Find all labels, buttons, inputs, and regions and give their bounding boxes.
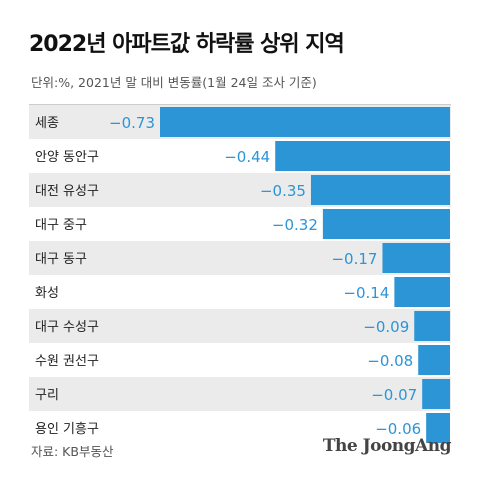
value-label: −0.09 — [363, 318, 409, 336]
category-label: 화성 — [35, 286, 59, 301]
bar — [414, 311, 450, 341]
value-label: −0.44 — [224, 148, 270, 166]
row-background — [29, 343, 451, 377]
category-label: 안양 동안구 — [35, 150, 99, 165]
value-label: −0.17 — [331, 250, 377, 268]
bar — [160, 107, 450, 137]
bar — [418, 345, 450, 375]
brand-logo: The JoongAng — [322, 436, 452, 456]
value-label: −0.08 — [367, 352, 413, 370]
row-background — [29, 241, 451, 275]
category-label: 용인 기흥구 — [35, 422, 99, 437]
row-background — [29, 309, 451, 343]
category-label: 대구 중구 — [35, 218, 87, 233]
value-label: −0.32 — [272, 216, 318, 234]
category-label: 세종 — [35, 116, 59, 131]
category-label: 대구 수성구 — [35, 320, 99, 335]
row-background — [29, 411, 451, 445]
row-background — [29, 377, 451, 411]
bar — [275, 141, 450, 171]
bar — [394, 277, 450, 307]
chart-title: 2022년 아파트값 하락률 상위 지역 — [29, 32, 345, 57]
bar — [382, 243, 450, 273]
category-label: 구리 — [35, 388, 59, 403]
value-label: −0.07 — [371, 386, 417, 404]
value-label: −0.14 — [343, 284, 389, 302]
bar — [426, 413, 450, 443]
value-label: −0.73 — [109, 114, 155, 132]
chart-subtitle: 단위:%, 2021년 말 대비 변동률(1월 24일 조사 기준) — [31, 75, 317, 90]
category-label: 수원 권선구 — [35, 354, 99, 369]
row-background — [29, 275, 451, 309]
bar — [322, 209, 450, 239]
bar — [310, 175, 450, 205]
category-label: 대구 동구 — [35, 252, 87, 267]
bar — [422, 379, 450, 409]
value-label: −0.06 — [375, 420, 421, 438]
category-label: 대전 유성구 — [35, 184, 99, 199]
value-label: −0.35 — [260, 182, 306, 200]
source-note: 자료: KB부동산 — [31, 444, 114, 459]
